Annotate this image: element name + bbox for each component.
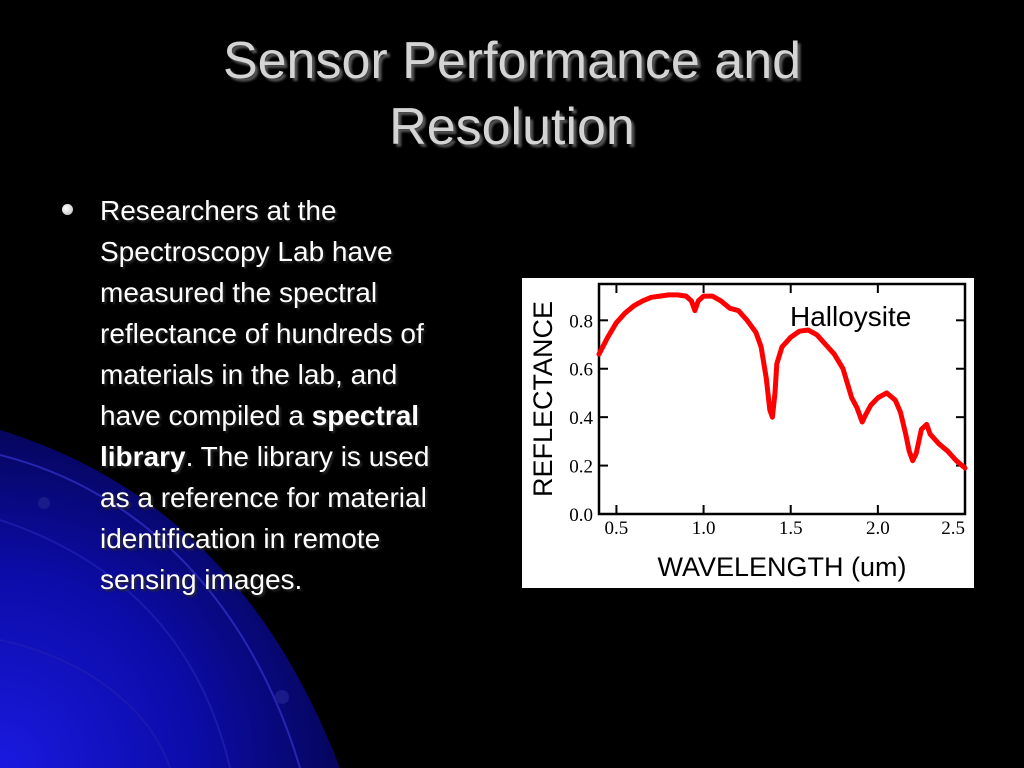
y-axis-ticks: 0.0 0.2 0.4 0.6 0.8 bbox=[569, 311, 965, 526]
x-tick-label: 2.0 bbox=[866, 518, 890, 539]
bullet-text-end: . The library is used as a reference for… bbox=[100, 441, 430, 595]
x-tick-label: 1.5 bbox=[779, 518, 803, 539]
x-axis-ticks: 0.5 1.0 1.5 2.0 2.5 bbox=[605, 284, 966, 539]
series-line-halloysite bbox=[596, 292, 968, 471]
y-tick-label: 0.6 bbox=[569, 360, 593, 381]
y-axis-label: REFLECTANCE bbox=[528, 301, 558, 497]
y-tick-label: 0.8 bbox=[569, 311, 593, 332]
bullet-dot-icon bbox=[62, 204, 73, 215]
slide-title: Sensor Performance and Resolution bbox=[0, 28, 1024, 160]
y-tick-label: 0.4 bbox=[569, 408, 593, 429]
bullet-list: Researchers at the Spectroscopy Lab have… bbox=[62, 190, 462, 600]
x-axis-label: WAVELENGTH (um) bbox=[657, 552, 906, 582]
x-tick-label: 2.5 bbox=[941, 518, 965, 539]
y-tick-label: 0.2 bbox=[569, 457, 593, 478]
y-tick-label: 0.0 bbox=[569, 505, 593, 526]
bullet-text-bold: spectral library bbox=[100, 400, 420, 472]
plot-frame bbox=[597, 282, 967, 516]
reflectance-chart: 0.0 0.2 0.4 0.6 0.8 0.5 1.0 1.5 2.0 2.5 Halloysi… bbox=[528, 282, 968, 582]
title-line-1: Sensor Performance and bbox=[222, 32, 802, 90]
x-tick-label: 1.0 bbox=[692, 518, 716, 539]
title-line-2: Resolution bbox=[389, 98, 635, 156]
legend-label: Halloysite bbox=[790, 301, 911, 332]
x-tick-label: 0.5 bbox=[605, 518, 629, 539]
spectrum-figure: 0.0 0.2 0.4 0.6 0.8 0.5 1.0 1.5 2.0 2.5 Halloysi… bbox=[522, 278, 974, 588]
glow-dot bbox=[38, 497, 50, 509]
glow-dot bbox=[275, 690, 289, 704]
bullet-text-start: Researchers at the Spectroscopy Lab have… bbox=[100, 195, 424, 431]
bullet-item: Researchers at the Spectroscopy Lab have… bbox=[100, 190, 462, 600]
